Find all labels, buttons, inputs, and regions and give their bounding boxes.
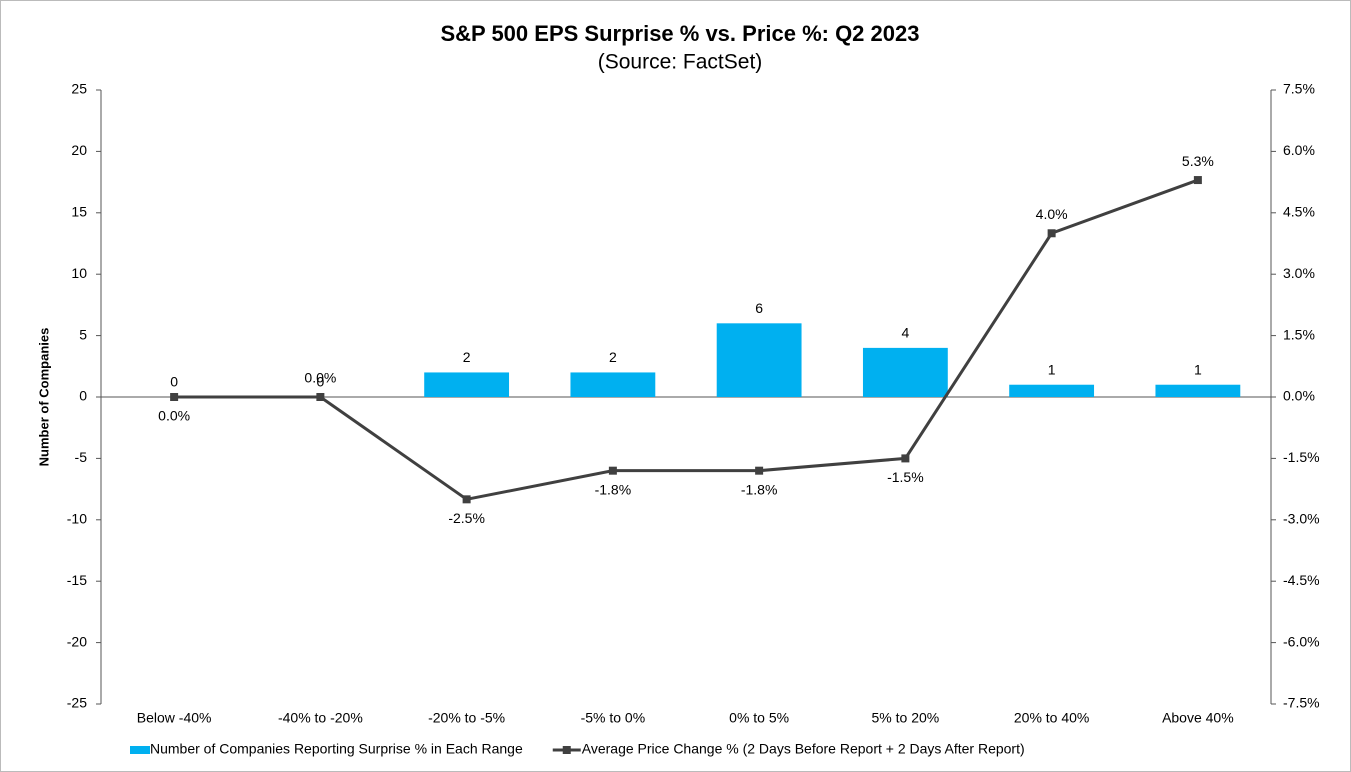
bar — [716, 323, 802, 397]
bar — [424, 372, 510, 397]
line-marker — [462, 495, 471, 504]
x-tick-label: 20% to 40% — [1014, 710, 1090, 726]
line-marker — [608, 466, 617, 475]
line-label: 0.0% — [158, 408, 190, 424]
chart-title: S&P 500 EPS Surprise % vs. Price %: Q2 2… — [441, 21, 920, 46]
y-axis-label: Number of Companies — [36, 328, 51, 467]
bar — [1155, 384, 1241, 397]
line-label: -2.5% — [448, 510, 485, 526]
y-tick-label: -10 — [67, 511, 87, 527]
y-tick-label: -20 — [67, 633, 87, 649]
bar-label: 4 — [901, 325, 909, 341]
x-tick-label: -40% to -20% — [278, 710, 363, 726]
line — [174, 178, 1199, 501]
bar-label: 1 — [1048, 361, 1056, 377]
line-label: 4.0% — [1036, 206, 1068, 222]
x-tick-label: 5% to 20% — [872, 710, 940, 726]
chart-subtitle: (Source: FactSet) — [598, 51, 763, 74]
x-tick-label: 0% to 5% — [729, 710, 789, 726]
legend-label: Average Price Change % (2 Days Before Re… — [582, 741, 1025, 757]
y2-tick-label: 3.0% — [1283, 265, 1315, 281]
line-marker — [901, 454, 910, 463]
line-label: 5.3% — [1182, 153, 1214, 169]
bar — [1009, 384, 1095, 397]
y-tick-label: -15 — [67, 572, 87, 588]
y-tick-label: 10 — [71, 265, 87, 281]
y-tick-label: 0 — [79, 388, 87, 404]
y-tick-label: 5 — [79, 326, 87, 342]
legend-label: Number of Companies Reporting Surprise %… — [150, 741, 523, 757]
line-marker — [316, 393, 325, 401]
bar-label: 0 — [170, 374, 178, 390]
y-tick-label: -25 — [67, 695, 87, 711]
line-label: -1.5% — [887, 469, 924, 485]
line-label: -1.8% — [595, 481, 632, 497]
bar-label: 1 — [1194, 361, 1202, 377]
y-tick-label: 15 — [71, 204, 87, 220]
x-tick-label: -5% to 0% — [581, 710, 646, 726]
x-tick-label: Above 40% — [1162, 710, 1234, 726]
y-tick-label: 20 — [71, 142, 87, 158]
line-marker — [1047, 229, 1056, 238]
y2-tick-label: 6.0% — [1283, 142, 1315, 158]
bar — [570, 372, 656, 397]
legend-swatch — [130, 746, 150, 754]
bar-label: 2 — [609, 349, 617, 365]
line-label: 0.0% — [304, 370, 336, 386]
line-label: -1.8% — [741, 481, 778, 497]
y2-tick-label: 1.5% — [1283, 326, 1315, 342]
line-marker — [755, 466, 764, 475]
y-tick-label: -5 — [75, 449, 88, 465]
y2-tick-label: -1.5% — [1283, 449, 1320, 465]
x-tick-label: Below -40% — [137, 710, 212, 726]
line-marker — [1193, 176, 1202, 185]
bar-label: 0 — [316, 374, 324, 390]
y2-tick-label: 4.5% — [1283, 204, 1315, 220]
bar-label: 2 — [463, 349, 471, 365]
line-marker — [170, 393, 179, 401]
y-tick-label: 25 — [71, 81, 87, 97]
y2-tick-label: 0.0% — [1283, 388, 1315, 404]
y2-tick-label: 7.5% — [1283, 81, 1315, 97]
y2-tick-label: -4.5% — [1283, 572, 1320, 588]
y2-tick-label: -3.0% — [1283, 511, 1320, 527]
y2-tick-label: -7.5% — [1283, 695, 1320, 711]
x-tick-label: -20% to -5% — [428, 710, 505, 726]
legend-swatch — [562, 746, 571, 754]
bar — [862, 347, 948, 397]
y2-tick-label: -6.0% — [1283, 633, 1320, 649]
bar-label: 6 — [755, 300, 763, 316]
